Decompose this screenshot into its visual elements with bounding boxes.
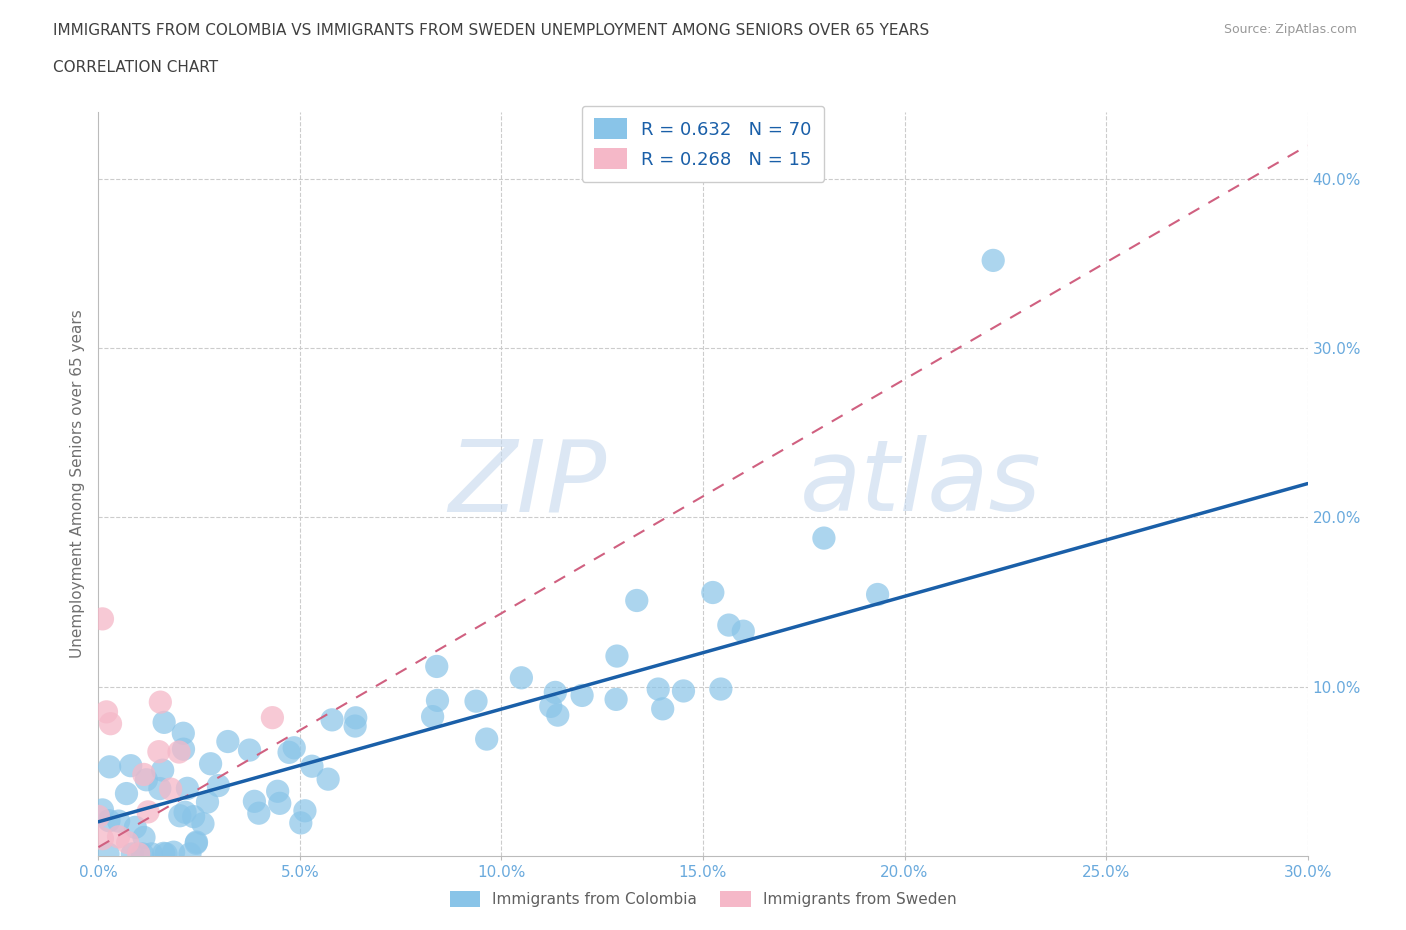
Point	[91, 611, 114, 626]
Point	[97, 846, 120, 861]
Point	[152, 763, 174, 777]
Point	[262, 711, 284, 725]
Point	[733, 624, 755, 639]
Point	[813, 531, 835, 546]
Point	[174, 804, 197, 819]
Point	[866, 587, 889, 602]
Point	[172, 725, 194, 740]
Point	[149, 695, 172, 710]
Point	[197, 794, 219, 809]
Point	[283, 740, 305, 755]
Point	[107, 814, 129, 829]
Point	[121, 846, 143, 861]
Point	[238, 743, 260, 758]
Point	[278, 745, 301, 760]
Point	[120, 758, 142, 773]
Point	[136, 804, 159, 819]
Point	[266, 784, 288, 799]
Point	[316, 772, 339, 787]
Point	[91, 831, 114, 846]
Point	[465, 694, 488, 709]
Point	[200, 756, 222, 771]
Point	[321, 712, 343, 727]
Point	[91, 803, 114, 817]
Text: atlas: atlas	[800, 435, 1042, 532]
Point	[290, 816, 312, 830]
Point	[141, 846, 163, 861]
Point	[115, 786, 138, 801]
Point	[159, 782, 181, 797]
Point	[344, 711, 367, 725]
Point	[647, 682, 669, 697]
Point	[128, 846, 150, 861]
Point	[301, 759, 323, 774]
Point	[191, 817, 214, 831]
Text: IMMIGRANTS FROM COLOMBIA VS IMMIGRANTS FROM SWEDEN UNEMPLOYMENT AMONG SENIORS OV: IMMIGRANTS FROM COLOMBIA VS IMMIGRANTS F…	[53, 23, 929, 38]
Point	[217, 734, 239, 749]
Text: CORRELATION CHART: CORRELATION CHART	[53, 60, 218, 75]
Point	[155, 846, 177, 861]
Point	[294, 804, 316, 818]
Point	[96, 704, 118, 719]
Point	[176, 781, 198, 796]
Point	[186, 836, 208, 851]
Point	[344, 719, 367, 734]
Point	[98, 760, 121, 775]
Point	[269, 796, 291, 811]
Point	[152, 846, 174, 861]
Point	[626, 593, 648, 608]
Point	[571, 688, 593, 703]
Point	[981, 253, 1004, 268]
Point	[149, 781, 172, 796]
Point	[162, 844, 184, 859]
Point	[247, 805, 270, 820]
Point	[672, 684, 695, 698]
Point	[186, 834, 208, 849]
Point	[169, 808, 191, 823]
Point	[547, 708, 569, 723]
Point	[98, 813, 121, 828]
Point	[148, 744, 170, 759]
Point	[510, 671, 533, 685]
Point	[475, 732, 498, 747]
Point	[717, 618, 740, 632]
Y-axis label: Unemployment Among Seniors over 65 years: Unemployment Among Seniors over 65 years	[70, 309, 86, 658]
Point	[426, 693, 449, 708]
Point	[702, 585, 724, 600]
Point	[87, 809, 110, 824]
Point	[135, 772, 157, 787]
Text: Source: ZipAtlas.com: Source: ZipAtlas.com	[1223, 23, 1357, 36]
Point	[173, 742, 195, 757]
Point	[124, 820, 146, 835]
Point	[605, 692, 627, 707]
Point	[540, 699, 562, 714]
Legend: Immigrants from Colombia, Immigrants from Sweden: Immigrants from Colombia, Immigrants fro…	[443, 884, 963, 913]
Point	[651, 701, 673, 716]
Point	[131, 846, 153, 861]
Point	[117, 835, 139, 850]
Point	[179, 846, 201, 861]
Point	[107, 830, 129, 844]
Point	[132, 767, 155, 782]
Point	[100, 716, 122, 731]
Point	[544, 685, 567, 700]
Point	[132, 830, 155, 844]
Point	[153, 715, 176, 730]
Point	[207, 778, 229, 793]
Point	[183, 809, 205, 824]
Point	[243, 794, 266, 809]
Point	[710, 682, 733, 697]
Point	[426, 659, 449, 674]
Point	[422, 710, 444, 724]
Point	[606, 648, 628, 663]
Text: ZIP: ZIP	[449, 435, 606, 532]
Legend: R = 0.632   N = 70, R = 0.268   N = 15: R = 0.632 N = 70, R = 0.268 N = 15	[582, 106, 824, 181]
Point	[167, 745, 190, 760]
